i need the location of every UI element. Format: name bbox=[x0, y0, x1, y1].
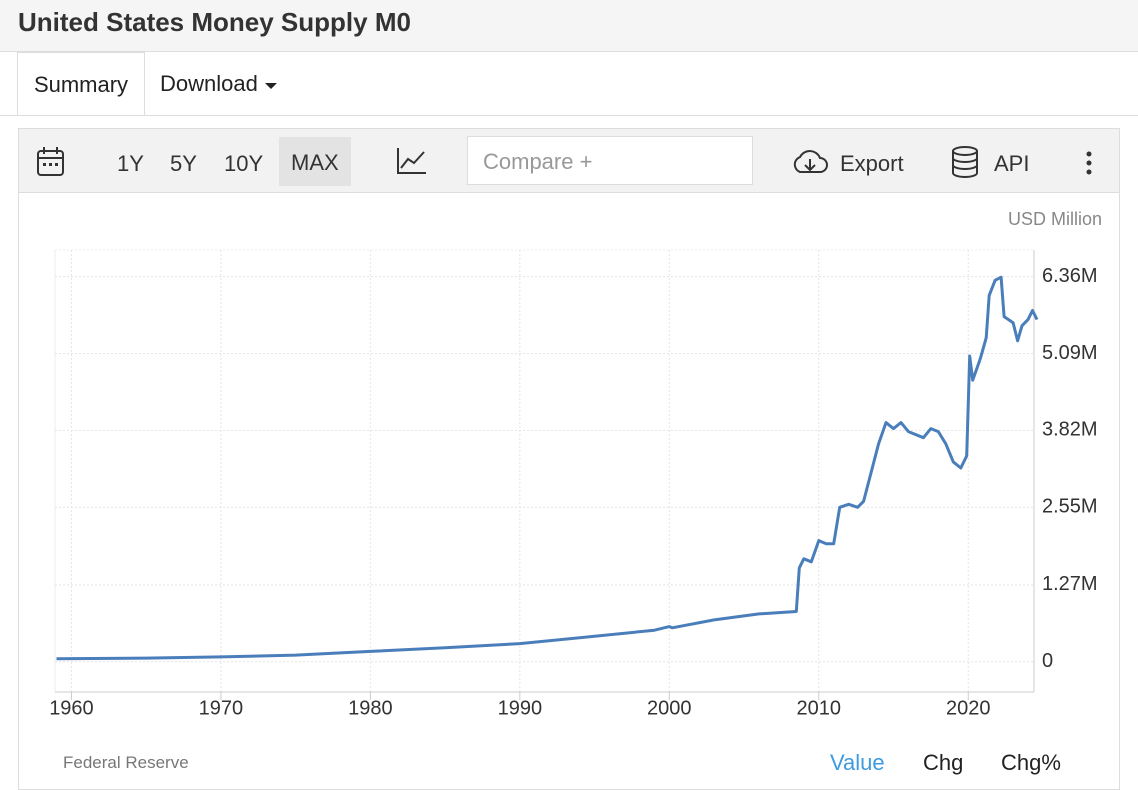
chart-type-icon[interactable] bbox=[396, 146, 428, 176]
data-line bbox=[56, 275, 1039, 661]
footer-tab[interactable]: Value bbox=[830, 750, 885, 775]
page-title: United States Money Supply M0 bbox=[18, 7, 411, 37]
divider bbox=[0, 115, 1138, 116]
more-menu[interactable] bbox=[1083, 150, 1095, 176]
source: Federal Reserve bbox=[63, 753, 189, 772]
x-tick-label: 2000 bbox=[647, 697, 692, 719]
x-tick-label: 2020 bbox=[946, 697, 991, 719]
api-button[interactable]: API bbox=[994, 151, 1030, 176]
x-tick-label: 1990 bbox=[498, 697, 543, 719]
compare-input[interactable]: Compare + bbox=[467, 136, 753, 185]
range-button[interactable]: 1Y bbox=[117, 151, 144, 176]
calendar-icon[interactable] bbox=[36, 146, 66, 178]
y-tick-label: 1.27M bbox=[1042, 573, 1098, 595]
unit-label: USD Million bbox=[1008, 209, 1102, 229]
api-icon[interactable] bbox=[950, 145, 980, 179]
range-button[interactable]: 5Y bbox=[170, 151, 197, 176]
range-button[interactable]: MAX bbox=[279, 137, 351, 186]
y-tick-label: 0 bbox=[1042, 650, 1053, 672]
range-button[interactable]: 10Y bbox=[224, 151, 264, 176]
x-tick-label: 2010 bbox=[797, 697, 842, 719]
tab-label[interactable]: Download bbox=[160, 71, 258, 96]
x-tick-label: 1970 bbox=[199, 697, 244, 719]
header: United States Money Supply M0 bbox=[0, 0, 1138, 52]
x-tick-label: 1960 bbox=[49, 697, 94, 719]
x-tick-label: 1980 bbox=[348, 697, 393, 719]
y-tick-label: 5.09M bbox=[1042, 342, 1098, 364]
tab[interactable]: Summary bbox=[17, 52, 145, 116]
tab[interactable]: Download bbox=[160, 52, 278, 115]
footer-tab[interactable]: Chg bbox=[923, 750, 964, 775]
y-tick-label: 3.82M bbox=[1042, 419, 1098, 441]
y-tick-label: 6.36M bbox=[1042, 265, 1098, 287]
footer-tab[interactable]: Chg% bbox=[1001, 750, 1061, 775]
y-tick-label: 2.55M bbox=[1042, 496, 1098, 518]
export-button[interactable]: Export bbox=[840, 151, 904, 176]
caret bbox=[264, 83, 277, 89]
export-icon[interactable] bbox=[790, 148, 830, 176]
